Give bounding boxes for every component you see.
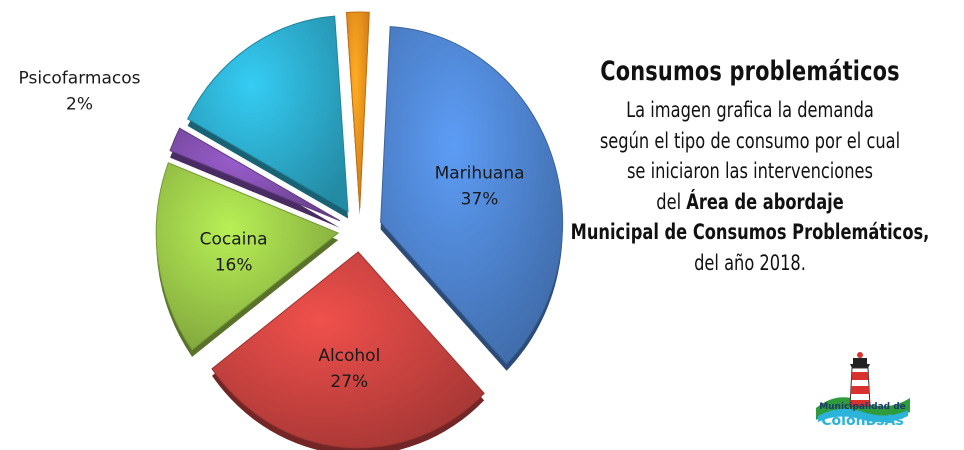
slice-value-label: 16% [215,255,253,275]
slice-value-label: 37% [461,190,499,210]
slice-name-label: Cocaina [200,229,268,249]
slice-name-label: Alcohol [318,346,380,366]
pie-slices [155,11,564,450]
description-line-5: Municipal de Consumos Problemáticos, [569,217,930,248]
logo-line-2: ColónBsAs [821,413,904,429]
description-line-4-bold: Área de abordaje [686,189,844,214]
pie-slice-alcohol [211,251,485,449]
slice-value-label: 27% [330,372,368,392]
description-line-4: del Área de abordaje [569,187,930,218]
slice-name-label: Marihuana [435,164,525,184]
description-line-6: del año 2018. [694,250,806,275]
slice-name-label: Psicofarmacos [19,68,141,88]
pie-labels: Marihuana 37% Alcohol 27% Cocaina 16% Psicofar… [19,68,525,392]
pie-slice-trastornos-alimenticios [345,11,370,209]
description-line-3: se iniciaron las intervenciones [626,159,874,183]
description-line-2: según el tipo de consumo por el cual [599,128,901,153]
pie-slice-marihuana [380,26,564,365]
description-line-4-prefix: del [656,189,687,214]
description-panel: Consumos problemáticos La imagen grafica… [540,56,960,278]
municipality-logo-text: Municipalidad de ColónBsAs [800,402,925,429]
description-heading: Consumos problemáticos [600,56,900,87]
pie-slice-policonsumo [186,15,349,213]
description-line-5-bold: Municipal de Consumos Problemáticos, [570,220,930,244]
pie-slice-psicofarmacos [169,127,341,222]
description-line-1: La imagen grafica la demanda [626,98,874,122]
slice-value-label: 2% [66,94,93,114]
pie-slice-cocaina [155,162,340,351]
logo-line-1: Municipalidad de [819,402,906,412]
lighthouse-logo-icon [816,352,910,423]
